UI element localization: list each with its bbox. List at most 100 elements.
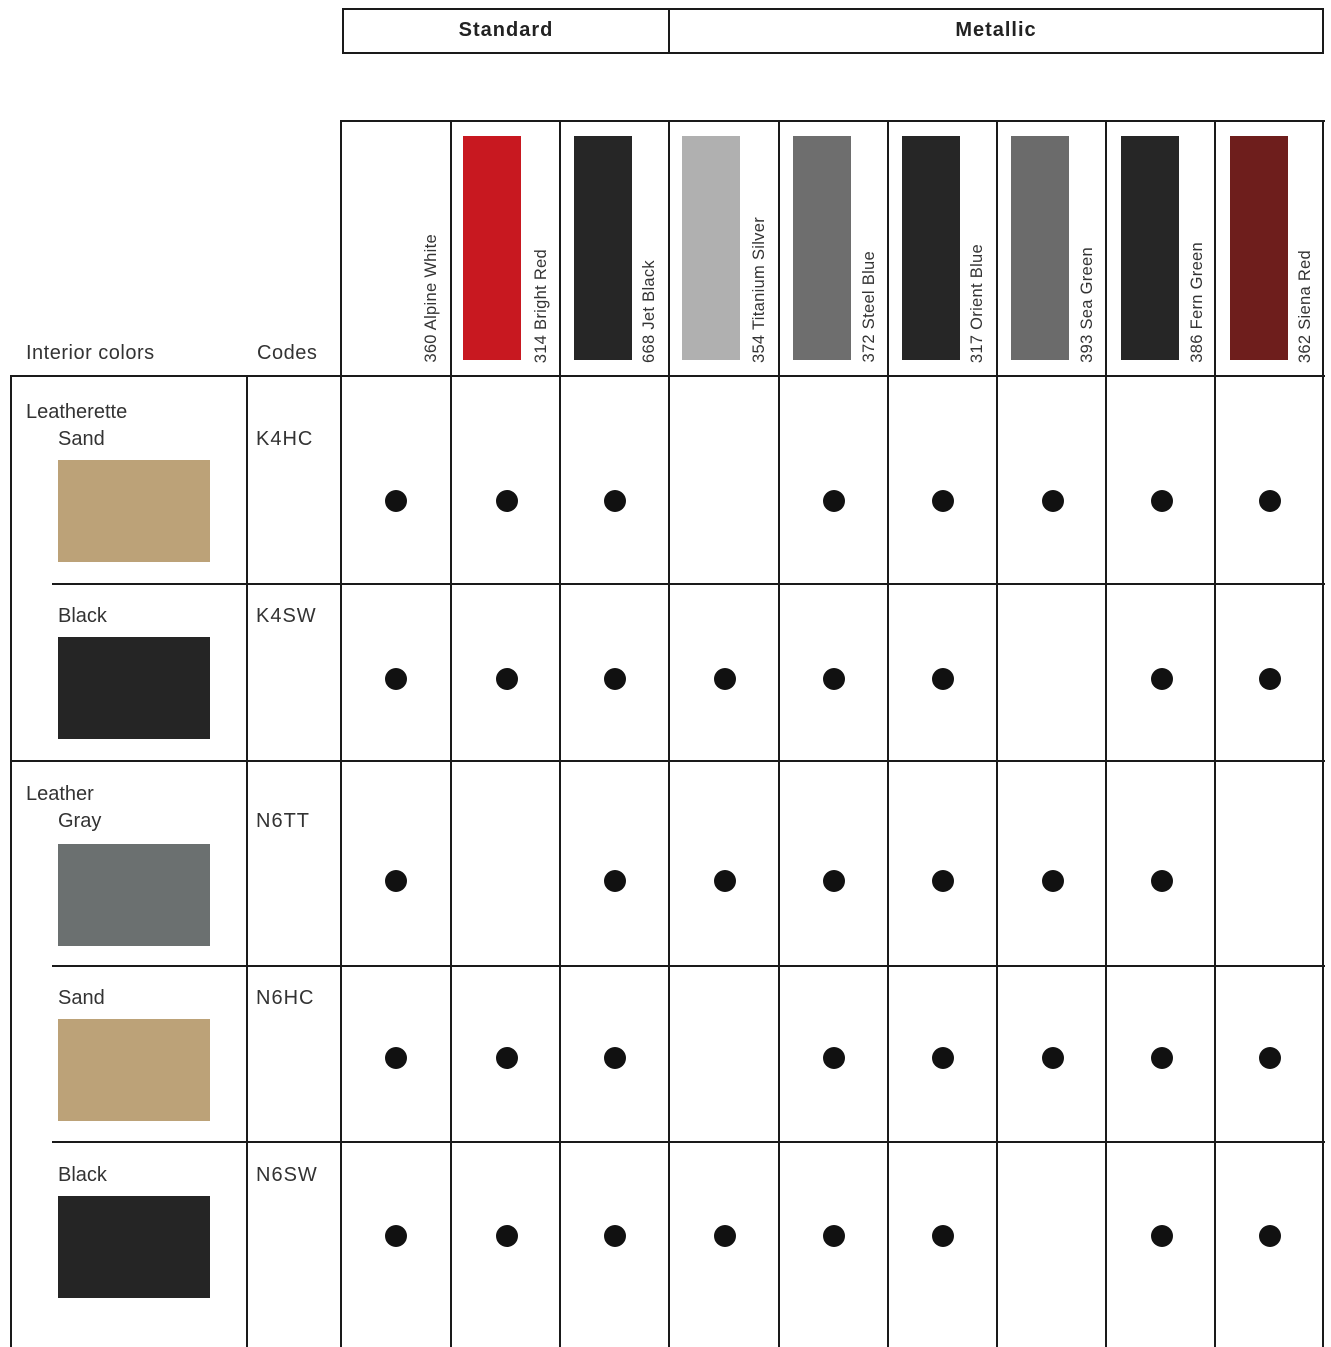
exterior-swatch-sea-green xyxy=(1011,136,1069,360)
group-header-divider xyxy=(668,8,670,54)
standard-group-label: Standard xyxy=(458,19,554,41)
interior-swatch-black xyxy=(58,1196,210,1298)
interior-code: N6SW xyxy=(256,1164,318,1186)
availability-dot xyxy=(932,668,954,690)
availability-dot xyxy=(823,1225,845,1247)
availability-dot xyxy=(604,870,626,892)
interior-group-leatherette: Leatherette xyxy=(26,401,128,423)
column-separator xyxy=(668,122,670,1347)
availability-dot xyxy=(932,1225,954,1247)
interior-code: N6HC xyxy=(256,987,315,1009)
exterior-name-siena-red: 362 Siena Red xyxy=(1295,249,1314,363)
availability-dot xyxy=(1151,490,1173,512)
availability-dot xyxy=(1259,668,1281,690)
availability-dot xyxy=(932,1047,954,1069)
interior-name: Sand xyxy=(58,428,105,450)
exterior-name-steel-blue: 372 Steel Blue xyxy=(859,251,878,363)
availability-dot xyxy=(823,870,845,892)
availability-dot xyxy=(1042,870,1064,892)
exterior-name-jet-black: 668 Jet Black xyxy=(639,260,658,363)
interior-code: K4HC xyxy=(256,428,314,450)
codes-column-border xyxy=(246,375,248,1347)
interior-swatch-black xyxy=(58,637,210,739)
availability-dot xyxy=(1259,1047,1281,1069)
interior-group-leather: Leather xyxy=(26,783,94,805)
exterior-swatch-titanium-silver xyxy=(682,136,740,360)
availability-dot xyxy=(932,870,954,892)
interior-swatch-gray xyxy=(58,844,210,946)
column-separator xyxy=(778,122,780,1347)
availability-dot xyxy=(1151,1225,1173,1247)
row-separator xyxy=(52,965,1325,967)
column-separator xyxy=(450,122,452,1347)
availability-dot xyxy=(496,490,518,512)
interior-code: K4SW xyxy=(256,605,317,627)
group-header-right-border xyxy=(1322,8,1324,54)
group-header-top-border xyxy=(342,8,1324,10)
interior-name: Black xyxy=(58,605,107,627)
column-separator xyxy=(996,122,998,1347)
exterior-name-sea-green: 393 Sea Green xyxy=(1077,247,1096,363)
interior-name: Black xyxy=(58,1164,107,1186)
group-header-left-border xyxy=(342,8,344,54)
table-left-border xyxy=(10,375,12,1347)
metallic-group-label: Metallic xyxy=(955,19,1037,41)
availability-dot xyxy=(604,668,626,690)
availability-dot xyxy=(1259,1225,1281,1247)
availability-dot xyxy=(604,1047,626,1069)
exterior-name-titanium-silver: 354 Titanium Silver xyxy=(749,216,768,363)
interior-code: N6TT xyxy=(256,810,310,832)
availability-dot xyxy=(385,668,407,690)
availability-dot xyxy=(385,1047,407,1069)
availability-dot xyxy=(1042,490,1064,512)
exterior-name-alpine-white: 360 Alpine White xyxy=(421,234,440,363)
availability-dot xyxy=(385,490,407,512)
exterior-area-top-border xyxy=(340,120,1325,122)
interior-swatch-sand xyxy=(58,460,210,562)
group-separator xyxy=(10,760,1325,762)
exterior-swatch-steel-blue xyxy=(793,136,851,360)
column-separator xyxy=(559,122,561,1347)
availability-dot xyxy=(932,490,954,512)
availability-dot xyxy=(604,490,626,512)
availability-dot xyxy=(1151,1047,1173,1069)
grid-left-border xyxy=(340,120,342,1347)
exterior-swatch-siena-red xyxy=(1230,136,1288,360)
availability-dot xyxy=(385,1225,407,1247)
availability-dot xyxy=(496,1047,518,1069)
column-separator xyxy=(1105,122,1107,1347)
availability-dot xyxy=(823,490,845,512)
exterior-swatch-bright-red xyxy=(463,136,521,360)
exterior-swatch-jet-black xyxy=(574,136,632,360)
availability-dot xyxy=(823,668,845,690)
availability-dot xyxy=(1151,668,1173,690)
availability-dot xyxy=(1042,1047,1064,1069)
availability-dot xyxy=(1151,870,1173,892)
codes-heading: Codes xyxy=(257,342,318,364)
availability-dot xyxy=(823,1047,845,1069)
interior-colors-heading: Interior colors xyxy=(26,342,155,364)
exterior-swatch-fern-green xyxy=(1121,136,1179,360)
availability-dot xyxy=(714,1225,736,1247)
availability-dot xyxy=(714,870,736,892)
interior-name: Sand xyxy=(58,987,105,1009)
availability-dot xyxy=(385,870,407,892)
availability-dot xyxy=(604,1225,626,1247)
column-separator xyxy=(1214,122,1216,1347)
availability-dot xyxy=(714,668,736,690)
table-top-border xyxy=(10,375,1325,377)
row-separator xyxy=(52,583,1325,585)
column-separator xyxy=(887,122,889,1347)
availability-dot xyxy=(496,668,518,690)
group-header-bottom-border xyxy=(342,52,1324,54)
availability-dot xyxy=(496,1225,518,1247)
exterior-name-fern-green: 386 Fern Green xyxy=(1187,242,1206,363)
row-separator xyxy=(52,1141,1325,1143)
interior-swatch-sand xyxy=(58,1019,210,1121)
exterior-name-orient-blue: 317 Orient Blue xyxy=(967,243,986,363)
interior-name: Gray xyxy=(58,810,102,832)
availability-dot xyxy=(1259,490,1281,512)
grid-right-border xyxy=(1322,120,1324,1347)
exterior-name-bright-red: 314 Bright Red xyxy=(531,248,550,363)
exterior-swatch-orient-blue xyxy=(902,136,960,360)
